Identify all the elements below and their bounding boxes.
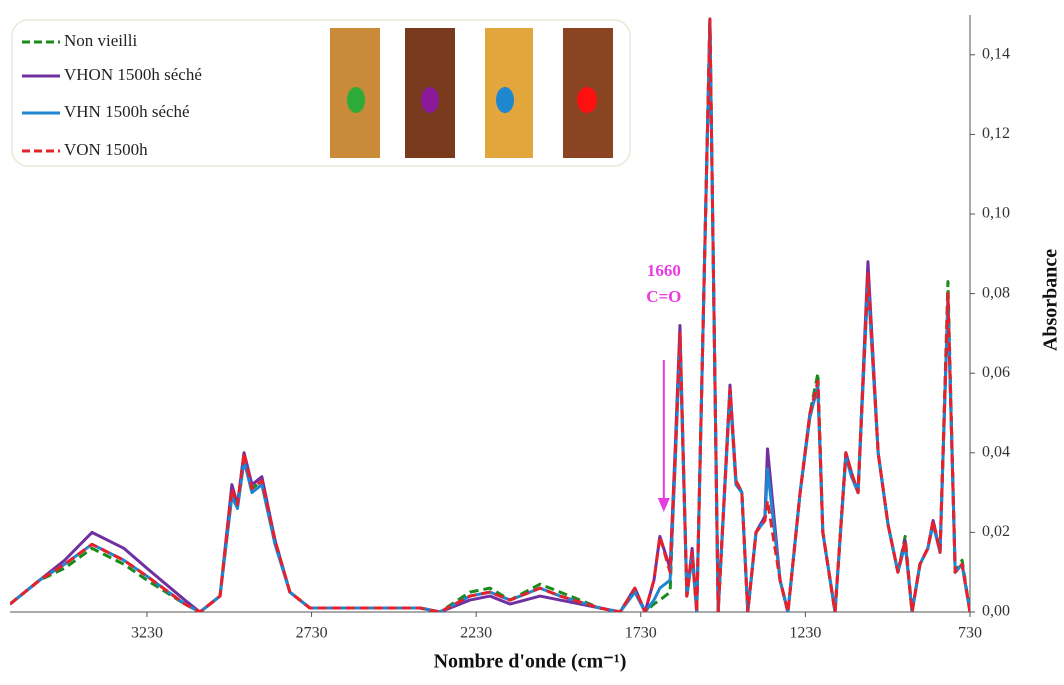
legend-label: Non vieilli xyxy=(64,31,137,50)
y-tick-label: 0,02 xyxy=(982,523,1010,540)
y-axis-label: Absorbance xyxy=(1040,249,1062,351)
y-tick-label: 0,14 xyxy=(982,45,1010,62)
x-tick-label: 730 xyxy=(958,625,982,642)
y-tick-label: 0,00 xyxy=(982,603,1010,620)
x-tick-label: 1230 xyxy=(789,625,821,642)
y-tick-label: 0,04 xyxy=(982,443,1010,460)
annotation-arrowhead xyxy=(657,498,670,512)
x-axis-label: Nombre d'onde (cm⁻¹) xyxy=(434,651,627,673)
y-tick-label: 0,08 xyxy=(982,284,1010,301)
x-tick-label: 2230 xyxy=(460,625,492,642)
annotation-label: C=O xyxy=(646,287,681,306)
sample-photos xyxy=(330,28,613,158)
y-tick-label: 0,12 xyxy=(982,125,1010,142)
x-tick-label: 2730 xyxy=(296,625,328,642)
legend-box xyxy=(11,19,631,167)
annotation-label: 1660 xyxy=(647,261,681,280)
legend-label: VHON 1500h séché xyxy=(64,65,202,84)
y-tick-label: 0,10 xyxy=(982,205,1010,222)
legend-label: VON 1500h xyxy=(64,140,148,159)
legend-label: VHN 1500h séché xyxy=(64,102,190,121)
y-tick-label: 0,06 xyxy=(982,364,1010,381)
series-line xyxy=(10,17,970,612)
x-tick-label: 1730 xyxy=(625,625,657,642)
x-tick-label: 3230 xyxy=(131,625,163,642)
